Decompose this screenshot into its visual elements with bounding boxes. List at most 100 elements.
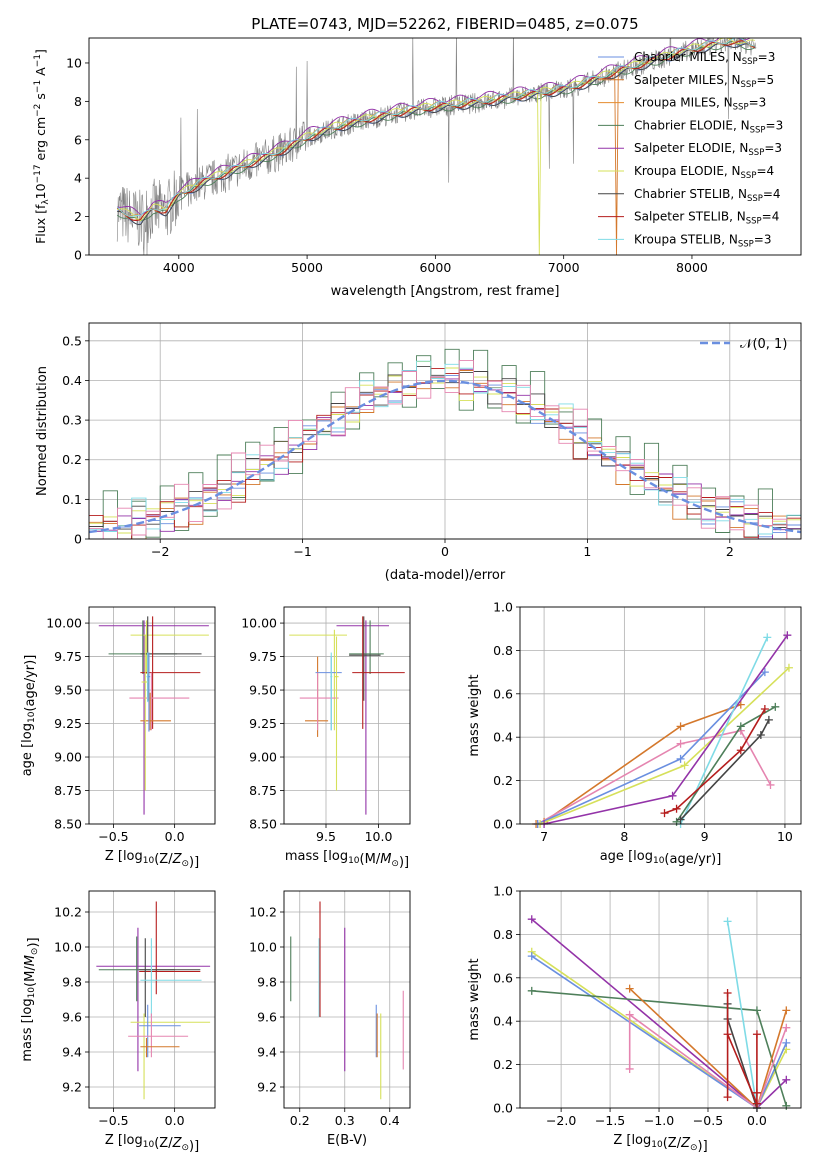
x-tick-label: 1 (583, 544, 591, 559)
x-tick-label: −0.5 (98, 829, 128, 844)
y-tick-label: 9.8 (257, 975, 277, 990)
y-tick-label: 0.6 (493, 686, 513, 701)
age-vs-Z-plot-area (98, 616, 209, 815)
x-tick-label: −0.5 (98, 1113, 128, 1128)
y-axis-label: Normed distribution (35, 366, 50, 496)
legend-entry: Kroupa ELODIE, NSSP=4 (634, 164, 774, 181)
mass-vs-Z-plot-area (96, 901, 211, 1100)
series-marker (736, 746, 745, 755)
series-marker (756, 731, 765, 740)
y-tick-label: 0.8 (493, 927, 513, 942)
axes-frame (88, 606, 216, 825)
series-marker (760, 668, 769, 677)
age-vs-mass-panel: 9.5 10.0 8.50 8.75 9.00 9.25 9.50 9.75 10.00 mass… (241, 606, 411, 870)
x-tick-label: 5000 (291, 260, 323, 275)
residuals-panel: −2 −1 0 1 2 0 0.1 0.2 0.3 0.4 0.5 𝒩(0, 1) (data-mode… (35, 322, 802, 583)
x-tick-label: −1 (293, 544, 311, 559)
y-tick-label: 0 (74, 532, 82, 547)
y-tick-label: 9.75 (54, 649, 82, 664)
y-tick-label: 9.75 (249, 649, 277, 664)
axes-frame (283, 890, 411, 1109)
y-tick-label: 9.4 (62, 1045, 82, 1060)
legend-entry: Chabrier MILES, NSSP=3 (634, 50, 775, 67)
series-marker (625, 984, 634, 993)
y-tick-label: 9.25 (249, 716, 277, 731)
x-tick-label: 6000 (419, 260, 451, 275)
x-tick-label: 9.5 (316, 829, 336, 844)
x-tick-label: 0.0 (165, 1113, 185, 1128)
y-tick-label: 4 (74, 171, 82, 186)
x-tick-label: 8000 (676, 260, 708, 275)
y-tick-label: 8 (74, 94, 82, 109)
y-tick-label: 0.4 (493, 730, 513, 745)
age-vs-mass-plot-area (289, 616, 405, 815)
series-line (628, 1013, 788, 1110)
x-tick-label: 0 (441, 544, 449, 559)
histogram-step-line (89, 360, 801, 539)
y-tick-label: 0.4 (62, 373, 82, 388)
y-tick-label: 0.2 (493, 773, 513, 788)
x-tick-label: −2.0 (546, 1113, 576, 1128)
series-marker (771, 702, 780, 711)
y-tick-label: 9.50 (249, 683, 277, 698)
y-tick-label: 1.0 (493, 600, 513, 615)
series-marker (625, 1010, 634, 1019)
x-tick-label: 0.0 (747, 1113, 767, 1128)
y-tick-label: 9.25 (54, 716, 82, 731)
model-spectrum-line (116, 38, 755, 217)
series-marker (723, 1030, 732, 1039)
series-marker (672, 817, 681, 826)
series-marker (527, 952, 536, 961)
series-marker (736, 722, 745, 731)
y-axis-label: mass [log10(M/M⊙)] (20, 937, 41, 1061)
series-marker (766, 780, 775, 789)
series-line (726, 921, 758, 1109)
legend-entry: Salpeter STELIB, NSSP=4 (634, 210, 779, 227)
weight-vs-Z-panel: −2.0 −1.5 −1.0 −0.5 0.0 0.0 0.2 0.4 0.6 0.8 1.0 Z [… (467, 884, 802, 1154)
x-tick-label: 7 (540, 829, 548, 844)
y-tick-label: 2 (74, 209, 82, 224)
y-tick-label: 9.8 (62, 975, 82, 990)
y-tick-label: 9.2 (257, 1080, 277, 1095)
x-tick-label: −1.0 (644, 1113, 674, 1128)
series-marker (680, 761, 689, 770)
y-tick-label: 10.00 (46, 616, 82, 631)
x-axis-label: wavelength [Angstrom, rest frame] (331, 284, 560, 299)
y-axis-label: age [log10(age/yr)] (20, 655, 38, 777)
y-tick-label: 10.0 (54, 940, 82, 955)
y-tick-label: 0.4 (493, 1014, 513, 1029)
model-spectrum-line (116, 40, 756, 221)
axes-frame (88, 890, 216, 1109)
series-marker (676, 815, 685, 824)
y-tick-label: 0.6 (493, 970, 513, 985)
y-tick-label: 0.1 (62, 492, 82, 507)
series-marker (668, 791, 677, 800)
legend-entry: Salpeter ELODIE, NSSP=3 (634, 141, 782, 158)
spectrum-panel: 4000 5000 6000 7000 8000 0 2 4 6 8 10 Chabrier MILE… (33, 37, 802, 299)
series-marker (660, 809, 669, 818)
figure-title: PLATE=0743, MJD=52262, FIBERID=0485, z=0… (251, 15, 638, 33)
y-tick-label: 0.8 (493, 643, 513, 658)
y-tick-label: 0.2 (62, 452, 82, 467)
y-tick-label: 8.75 (249, 783, 277, 798)
x-tick-label: 10.0 (365, 829, 393, 844)
y-tick-label: 10 (66, 55, 82, 70)
axes-frame (283, 606, 411, 825)
series-line (726, 993, 758, 1105)
y-tick-label: 9.6 (257, 1010, 277, 1025)
legend-entry: Kroupa MILES, NSSP=3 (634, 96, 766, 113)
x-axis-label: Z [log10(Z/Z⊙)] (613, 1133, 707, 1154)
series-marker (760, 704, 769, 713)
series-marker (752, 1088, 761, 1097)
x-tick-label: −0.5 (693, 1113, 723, 1128)
series-marker (782, 1023, 791, 1032)
y-tick-label: 8.50 (249, 817, 277, 832)
y-tick-label: 9.2 (62, 1080, 82, 1095)
x-tick-label: 0.2 (290, 1113, 310, 1128)
x-axis-label: mass [log10(M/M⊙)] (285, 849, 409, 870)
y-tick-label: 9.00 (249, 750, 277, 765)
y-tick-label: 0.0 (493, 1101, 513, 1116)
y-tick-label: 0 (74, 248, 82, 263)
